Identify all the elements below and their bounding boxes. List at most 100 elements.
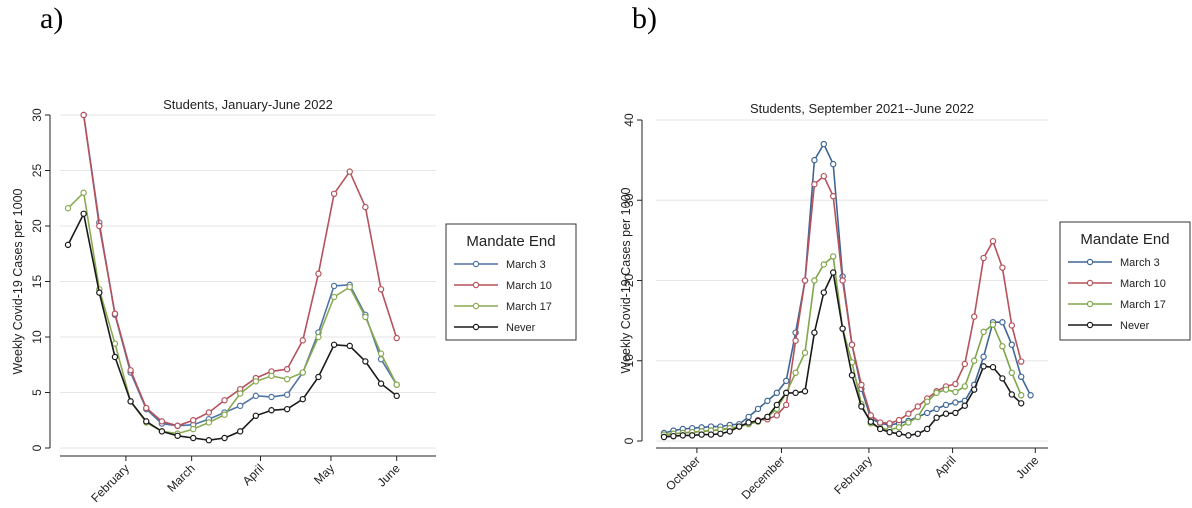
data-point bbox=[942, 410, 950, 417]
series-line-never bbox=[67, 211, 398, 442]
data-point bbox=[980, 328, 987, 336]
data-point bbox=[801, 277, 809, 284]
series-line-march-17 bbox=[67, 191, 398, 435]
data-point bbox=[236, 402, 244, 410]
data-point bbox=[1008, 391, 1016, 398]
data-point bbox=[933, 405, 940, 413]
y-tick-label: 0 bbox=[30, 444, 44, 451]
data-point bbox=[283, 405, 291, 413]
data-point bbox=[377, 350, 385, 357]
data-point bbox=[1018, 392, 1025, 399]
x-tick-label: April bbox=[932, 453, 959, 480]
data-point bbox=[867, 412, 875, 419]
data-point bbox=[80, 189, 87, 196]
data-point bbox=[773, 412, 781, 419]
data-point bbox=[839, 325, 846, 332]
data-point bbox=[820, 140, 828, 148]
data-point bbox=[980, 363, 987, 370]
data-point bbox=[679, 432, 687, 439]
data-point bbox=[330, 341, 338, 348]
data-point bbox=[745, 419, 752, 426]
data-point bbox=[205, 409, 213, 416]
data-point bbox=[143, 418, 150, 425]
data-point bbox=[830, 193, 837, 200]
series-line-never bbox=[663, 269, 1022, 438]
data-point bbox=[362, 358, 369, 365]
data-point bbox=[330, 282, 338, 290]
data-point bbox=[764, 397, 771, 405]
data-point bbox=[111, 340, 119, 347]
data-point bbox=[952, 409, 959, 417]
data-point bbox=[1018, 400, 1025, 407]
legend-entry: Never bbox=[506, 322, 536, 334]
data-point bbox=[205, 437, 213, 444]
data-point bbox=[877, 425, 884, 433]
data-point bbox=[820, 289, 828, 296]
data-point bbox=[158, 418, 166, 425]
data-point bbox=[811, 277, 818, 284]
data-point bbox=[236, 428, 244, 435]
data-point bbox=[914, 403, 922, 410]
data-point bbox=[252, 412, 260, 420]
data-point bbox=[924, 425, 931, 433]
data-point bbox=[221, 411, 228, 418]
data-point bbox=[952, 380, 959, 388]
data-point bbox=[905, 432, 912, 439]
y-axis-label: Weekly Covid-19 Cases per 1000 bbox=[619, 187, 633, 373]
chart-title: Students, September 2021--June 2022 bbox=[750, 101, 974, 116]
data-point bbox=[143, 404, 150, 412]
data-point bbox=[252, 378, 260, 385]
data-point bbox=[848, 371, 856, 379]
y-tick-label: 10 bbox=[622, 354, 636, 368]
x-tick-label: October bbox=[663, 453, 703, 493]
data-point bbox=[330, 293, 338, 301]
legend-marker bbox=[1086, 300, 1094, 308]
data-point bbox=[783, 377, 790, 385]
series-line-march-3 bbox=[82, 114, 398, 427]
data-point bbox=[64, 205, 72, 212]
y-tick-label: 20 bbox=[622, 274, 636, 288]
legend-entry: March 3 bbox=[1120, 257, 1160, 269]
data-point bbox=[299, 337, 306, 344]
data-point bbox=[999, 375, 1006, 382]
data-point bbox=[877, 419, 884, 426]
data-point bbox=[190, 425, 197, 433]
data-point bbox=[299, 369, 306, 376]
data-point bbox=[236, 390, 244, 397]
data-point bbox=[848, 341, 856, 348]
data-point bbox=[299, 395, 306, 403]
y-axis-label: Weekly Covid-19 Cases per 1000 bbox=[11, 188, 25, 374]
legend-marker bbox=[472, 302, 480, 310]
data-point bbox=[952, 399, 959, 406]
legend-marker bbox=[472, 260, 480, 268]
data-point bbox=[942, 386, 950, 393]
data-point bbox=[158, 428, 166, 435]
data-point bbox=[252, 392, 260, 400]
data-point bbox=[346, 283, 353, 291]
data-point bbox=[268, 372, 275, 380]
legend-marker bbox=[1086, 258, 1094, 266]
data-point bbox=[886, 428, 893, 436]
x-tick-label: April bbox=[240, 461, 267, 488]
data-point bbox=[886, 420, 893, 427]
legend-entry: March 17 bbox=[1120, 299, 1166, 311]
x-tick-label: February bbox=[831, 453, 875, 497]
data-point bbox=[783, 389, 790, 397]
chart-a: Students, January-June 2022 Weekly Covid-… bbox=[11, 97, 577, 505]
data-point bbox=[80, 111, 87, 119]
data-point bbox=[811, 329, 818, 336]
legend-marker bbox=[472, 281, 480, 289]
series-line-march-10 bbox=[82, 114, 398, 427]
data-point bbox=[773, 389, 781, 397]
data-point bbox=[905, 419, 912, 426]
data-point bbox=[346, 342, 353, 350]
data-point bbox=[127, 367, 134, 374]
data-point bbox=[830, 160, 837, 168]
data-point bbox=[393, 334, 400, 342]
data-point bbox=[190, 417, 197, 424]
data-point bbox=[698, 431, 705, 438]
x-tick-label: June bbox=[1013, 453, 1042, 482]
legend-marker bbox=[1086, 321, 1094, 329]
data-point bbox=[1008, 369, 1016, 376]
